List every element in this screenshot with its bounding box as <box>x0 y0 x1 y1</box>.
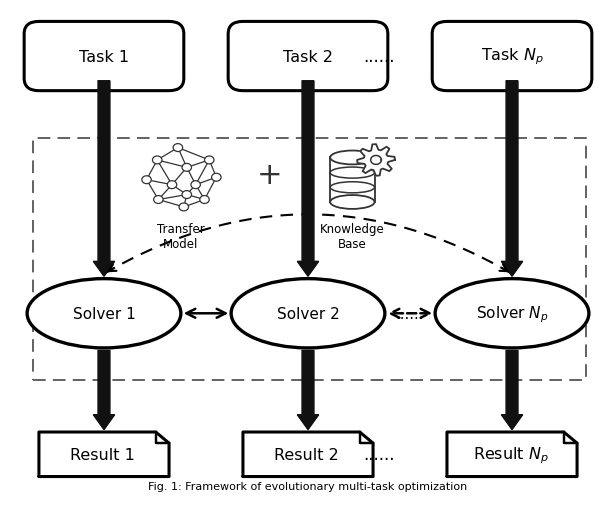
Ellipse shape <box>330 195 375 210</box>
Text: ......: ...... <box>395 306 424 321</box>
Circle shape <box>191 181 200 189</box>
Text: Transfer
Model: Transfer Model <box>157 222 205 250</box>
Text: Task 1: Task 1 <box>79 49 129 65</box>
FancyBboxPatch shape <box>228 22 388 92</box>
Circle shape <box>179 204 188 211</box>
Circle shape <box>142 177 152 184</box>
FancyBboxPatch shape <box>432 22 592 92</box>
Text: Task $N_p$: Task $N_p$ <box>480 47 543 67</box>
Polygon shape <box>39 432 169 476</box>
Polygon shape <box>357 145 395 177</box>
Text: Fig. 1: Framework of evolutionary multi-task optimization: Fig. 1: Framework of evolutionary multi-… <box>148 482 468 491</box>
Polygon shape <box>298 81 318 276</box>
Text: Result 1: Result 1 <box>70 447 135 462</box>
Text: Result 2: Result 2 <box>274 447 339 462</box>
Polygon shape <box>94 351 115 430</box>
Ellipse shape <box>330 168 375 179</box>
Ellipse shape <box>330 182 375 193</box>
Circle shape <box>200 196 209 204</box>
Ellipse shape <box>231 279 385 348</box>
Text: Solver 2: Solver 2 <box>277 306 339 321</box>
Text: Result $N_p$: Result $N_p$ <box>472 444 548 465</box>
Circle shape <box>212 174 221 182</box>
Text: +: + <box>257 161 282 190</box>
Ellipse shape <box>435 279 589 348</box>
Polygon shape <box>501 81 522 276</box>
Polygon shape <box>501 351 522 430</box>
Polygon shape <box>447 432 577 476</box>
Circle shape <box>173 145 182 152</box>
Polygon shape <box>371 156 381 165</box>
Circle shape <box>153 157 162 164</box>
FancyBboxPatch shape <box>330 158 375 203</box>
Circle shape <box>168 181 177 189</box>
Text: ......: ...... <box>363 48 395 66</box>
Polygon shape <box>243 432 373 476</box>
Bar <box>33 138 586 380</box>
FancyBboxPatch shape <box>24 22 184 92</box>
Ellipse shape <box>330 151 375 165</box>
Text: Solver $N_p$: Solver $N_p$ <box>476 303 548 324</box>
Polygon shape <box>94 81 115 276</box>
Text: ......: ...... <box>363 445 395 463</box>
Text: Knowledge
Base: Knowledge Base <box>320 222 385 250</box>
Circle shape <box>205 157 214 164</box>
Text: Task 2: Task 2 <box>283 49 333 65</box>
Circle shape <box>182 191 192 199</box>
Text: Solver 1: Solver 1 <box>73 306 136 321</box>
Circle shape <box>182 164 192 172</box>
Polygon shape <box>298 351 318 430</box>
Circle shape <box>153 196 163 204</box>
Ellipse shape <box>27 279 181 348</box>
